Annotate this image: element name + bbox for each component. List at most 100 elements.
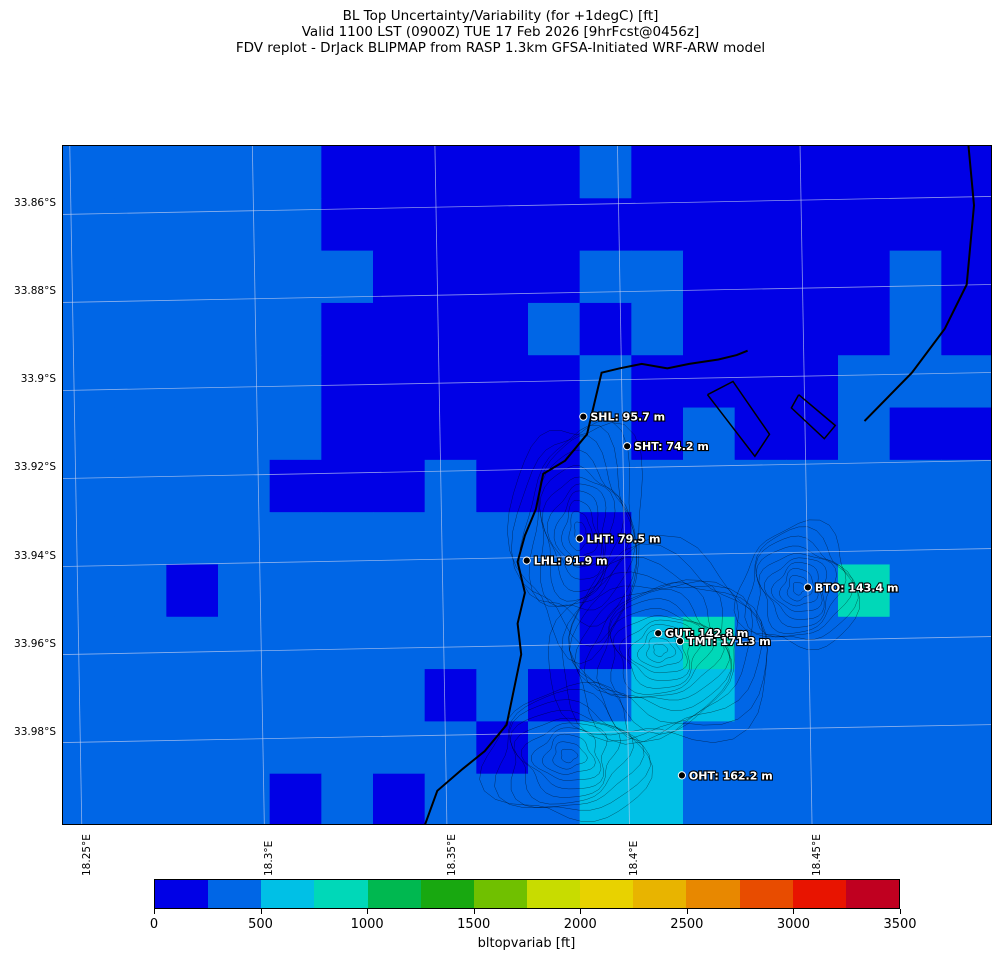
field-cell: [114, 250, 167, 304]
field-cell: [321, 198, 374, 252]
field-cell: [631, 302, 684, 356]
field-cell: [683, 564, 736, 618]
map-panel[interactable]: SHL: 95.7 m SHT: 74.2 m LHT: 79.5 m LHL: 91…: [62, 145, 992, 825]
field-cell: [476, 146, 529, 199]
station-lht[interactable]: LHT: 79.5 m: [575, 531, 662, 547]
field-cell: [838, 459, 891, 513]
terrain-contour: [755, 535, 854, 638]
station-marker[interactable]: [575, 534, 584, 543]
colorbar-segment: [314, 880, 368, 908]
station-marker[interactable]: [803, 583, 812, 592]
field-cell: [424, 773, 477, 824]
terrain-contour: [637, 630, 684, 668]
field-cell: [683, 512, 736, 566]
field-cell: [838, 355, 891, 409]
field-cell: [166, 250, 219, 304]
graticule-lon-line: [69, 146, 83, 824]
station-shl[interactable]: SHL: 95.7 m: [579, 410, 666, 425]
field-cell: [838, 146, 891, 199]
station-gut[interactable]: GUT: 142.8 m: [654, 626, 749, 641]
terrain-contour: [568, 571, 753, 743]
colorbar-segment: [792, 880, 846, 908]
graticule-lon-line: [434, 146, 448, 824]
field-cell: [476, 669, 529, 722]
station-oht[interactable]: OHT: 162.2 m: [677, 768, 774, 783]
station-tmt[interactable]: TMT: 171.3 m: [675, 634, 772, 649]
field-cell: [63, 459, 116, 513]
colorbar-tick-label: 2500: [670, 917, 704, 932]
field-cell: [476, 459, 529, 513]
field-cell: [889, 616, 942, 670]
lat-tick-label: 33.94°S: [14, 549, 56, 562]
field-cell: [269, 407, 322, 461]
map-canvas[interactable]: SHL: 95.7 m SHT: 74.2 m LHT: 79.5 m LHL: 91…: [63, 146, 992, 825]
station-marker[interactable]: [623, 442, 632, 451]
field-cell: [424, 355, 477, 409]
terrain-contour: [619, 619, 694, 681]
field-cell: [734, 773, 787, 824]
terrain-contour: [653, 643, 669, 657]
colorbar-tick-label: 1500: [457, 917, 491, 932]
lat-tick-label: 33.9°S: [20, 373, 56, 386]
station-sht[interactable]: SHT: 74.2 m: [623, 439, 710, 454]
station-marker[interactable]: [675, 637, 685, 646]
terrain-contour: [539, 449, 632, 607]
field-cell: [838, 407, 891, 461]
field-cell: [838, 198, 891, 252]
terrain-contour: [509, 699, 645, 808]
field-cell: [786, 669, 839, 722]
field-cell: [166, 407, 219, 461]
colorbar-tick-label: 3500: [883, 917, 917, 932]
title-line-3: FDV replot - DrJack BLIPMAP from RASP 1.…: [235, 40, 766, 56]
station-label: GUT: 142.8 m: [665, 627, 748, 640]
field-cell: [424, 669, 477, 722]
lat-tick-label: 33.98°S: [14, 725, 56, 738]
coastline-east: [863, 146, 976, 422]
terrain-contour: [528, 435, 636, 611]
field-cell: [373, 250, 426, 304]
field-cell: [528, 146, 581, 199]
terrain-contour: [552, 741, 588, 770]
field-cell: [631, 721, 684, 775]
station-marker[interactable]: [522, 556, 531, 565]
station-marker[interactable]: [579, 412, 588, 421]
field-cell: [941, 355, 991, 409]
station-bto[interactable]: BTO: 143.4 m: [803, 580, 900, 596]
field-cell: [218, 564, 271, 618]
field-cell: [786, 616, 839, 670]
station-lhl[interactable]: LHL: 91.9 m: [522, 554, 609, 569]
colorbar-segment: [633, 880, 687, 908]
colorbar-segment: [208, 880, 262, 908]
lon-tick-label: 18.45°E: [811, 834, 824, 876]
field-cell: [218, 721, 271, 775]
station-marker[interactable]: [654, 629, 663, 638]
field-cell: [373, 721, 426, 775]
field-cell: [838, 512, 891, 566]
field-cell: [579, 302, 632, 356]
terrain-contour: [518, 424, 638, 627]
field-cell: [631, 407, 684, 461]
colorbar-segment: [420, 880, 474, 908]
graticule-lon-line: [251, 146, 265, 824]
graticule-lat-line: [63, 372, 991, 391]
field-cell: [114, 302, 167, 356]
field-cell: [683, 302, 736, 356]
terrain-contour: [539, 465, 625, 602]
terrain-contour: [568, 556, 764, 745]
field-cell: [373, 355, 426, 409]
field-cell: [166, 721, 219, 775]
terrain-contour: [561, 499, 599, 559]
field-cell: [269, 721, 322, 775]
field-cell: [631, 146, 684, 199]
terrain-contour: [513, 717, 621, 798]
station-marker[interactable]: [677, 771, 687, 780]
colorbar-segment: [261, 880, 315, 908]
field-cell: [218, 355, 271, 409]
terrain-contour: [521, 722, 608, 790]
terrain-contour: [646, 636, 677, 663]
field-cell: [786, 512, 839, 566]
colorbar-tick-label: 2000: [563, 917, 597, 932]
field-cell: [166, 512, 219, 566]
station-label: SHL: 95.7 m: [590, 411, 665, 424]
field-cell: [838, 669, 891, 722]
